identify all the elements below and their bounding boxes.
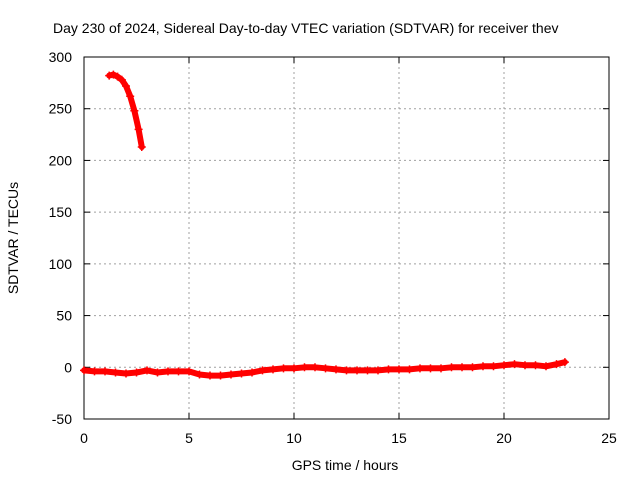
data-point (374, 366, 382, 375)
data-point (111, 368, 120, 377)
data-point (468, 363, 477, 372)
data-point (195, 370, 204, 379)
data-point (489, 362, 498, 371)
data-point (321, 364, 330, 373)
chart-title: Day 230 of 2024, Sidereal Day-to-day VTE… (53, 20, 559, 36)
x-tick-label: 5 (185, 430, 193, 446)
data-point (500, 361, 508, 370)
y-tick-label: 0 (64, 359, 72, 375)
data-point (164, 367, 172, 376)
data-point (342, 366, 351, 375)
data-point (510, 360, 519, 369)
x-tick-label: 25 (601, 430, 617, 446)
data-point (101, 367, 109, 376)
data-point (311, 363, 319, 372)
data-point (216, 371, 225, 380)
y-tick-label: 100 (49, 256, 73, 272)
data-point (542, 362, 550, 371)
y-tick-label: 250 (49, 101, 73, 117)
data-point (279, 364, 288, 373)
x-tick-label: 0 (80, 430, 88, 446)
data-point (437, 364, 445, 373)
data-point (458, 363, 466, 372)
data-point (227, 370, 235, 379)
data-point (122, 81, 130, 90)
data-point (384, 365, 393, 374)
data-point (395, 365, 403, 374)
data-point (90, 367, 99, 376)
data-point (153, 368, 162, 377)
data-point (137, 142, 146, 151)
data-point (479, 362, 487, 371)
data-point (185, 367, 193, 376)
data-marks (80, 70, 569, 380)
plot-frame (83, 56, 610, 420)
data-point (143, 366, 151, 375)
x-tick-label: 10 (286, 430, 302, 446)
data-point (405, 365, 414, 374)
grid (84, 57, 609, 419)
data-point (552, 360, 561, 369)
ticks: 0 5 10 15 20 25 -50 0 50 100 150 200 250 300 (49, 49, 617, 446)
y-tick-label: -50 (52, 411, 72, 427)
x-tick-label: 20 (496, 430, 512, 446)
data-point (132, 368, 141, 377)
data-point (426, 364, 435, 373)
data-point (109, 70, 118, 79)
data-point (117, 75, 126, 84)
data-point (332, 365, 340, 374)
data-point (290, 364, 298, 373)
data-point (174, 367, 183, 376)
data-point (269, 365, 277, 374)
data-point (447, 363, 456, 372)
y-tick-label: 50 (56, 308, 72, 324)
data-point (105, 71, 114, 80)
y-tick-label: 300 (49, 49, 73, 65)
data-point (248, 368, 256, 377)
data-point (206, 371, 214, 380)
data-point (258, 366, 267, 375)
data-point (130, 106, 139, 115)
data-point (300, 363, 309, 372)
y-axis-label: SDTVAR / TECUs (5, 182, 21, 294)
y-tick-label: 150 (49, 204, 73, 220)
data-point (122, 369, 130, 378)
data-point (521, 361, 529, 370)
data-point (134, 125, 143, 134)
y-tick-label: 200 (49, 152, 73, 168)
data-point (237, 369, 246, 378)
x-axis-label: GPS time / hours (292, 457, 399, 473)
data-point (416, 364, 424, 373)
data-point (363, 366, 372, 375)
data-point (531, 361, 540, 370)
data-point (80, 366, 88, 375)
data-point (560, 358, 569, 367)
data-point (353, 366, 361, 375)
x-tick-label: 15 (391, 430, 407, 446)
data-point (113, 72, 122, 81)
data-point (126, 92, 135, 101)
